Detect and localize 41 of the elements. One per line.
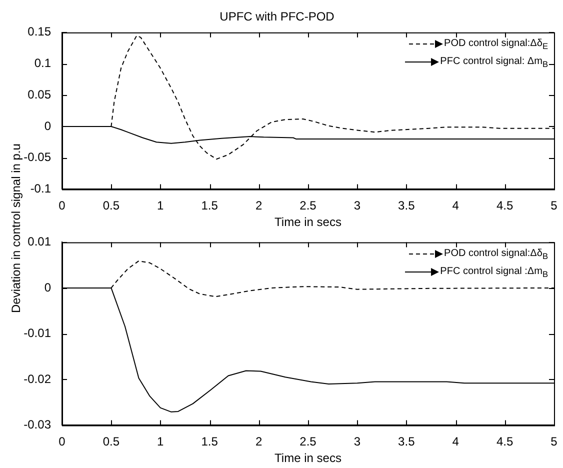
x-tick-label: 2.5: [300, 198, 317, 213]
x-tick-label: 0.5: [102, 198, 120, 213]
x-tick-label: 0: [58, 198, 66, 213]
x-tick-label: 4: [452, 434, 460, 449]
x-tick-label: 3: [354, 434, 361, 449]
x-axis-title: Time in secs: [274, 451, 342, 466]
x-tick-label: 2: [255, 434, 262, 449]
legend-label: PFC control signal :Δm$_{B}$: [440, 266, 548, 280]
x-tick-label: 1: [157, 198, 164, 213]
x-tick-label: 1.5: [201, 434, 218, 449]
x-tick-label: 3: [354, 198, 361, 213]
x-tick-label: 1.5: [201, 198, 218, 213]
x-tick-label: 3.5: [398, 198, 416, 213]
y-tick-label: 0.15: [28, 24, 52, 39]
x-tick-label: 4: [452, 198, 460, 213]
y-tick-label: -0.05: [24, 150, 52, 164]
y-tick-label: 0: [44, 118, 52, 133]
x-tick-label: 3.5: [398, 434, 416, 449]
x-tick-label: 2: [255, 198, 262, 213]
y-tick-label: -0.03: [24, 418, 52, 432]
x-axis-title: Time in secs: [274, 215, 342, 230]
y-tick-label: 0.05: [28, 87, 52, 102]
x-tick-label: 1: [157, 434, 164, 449]
x-tick-label: 4.5: [496, 198, 514, 213]
chart-title: UPFC with PFC-POD: [220, 10, 335, 24]
legend-label: POD control signal:Δδ$_{E}$: [444, 38, 548, 52]
x-tick-label: 0: [58, 434, 66, 449]
y-tick-label: -0.1: [30, 182, 52, 196]
legend-label: PFC control signal: Δm$_{B}$: [440, 56, 548, 70]
x-tick-label: 5: [550, 198, 558, 213]
x-tick-label: 4.5: [496, 434, 514, 449]
y-tick-label: 0: [44, 280, 52, 294]
y-tick-label: 0.1: [34, 56, 52, 70]
y-axis-title: Deviation in control signal in p.u: [9, 144, 23, 314]
legend-label: POD control signal:Δδ$_{B}$: [444, 248, 548, 262]
y-tick-label: -0.01: [24, 326, 52, 340]
x-tick-label: 5: [550, 434, 558, 449]
y-tick-label: -0.02: [24, 372, 52, 386]
y-tick-label: 0.01: [28, 234, 52, 249]
x-tick-label: 0.5: [102, 434, 120, 449]
x-tick-label: 2.5: [300, 434, 317, 449]
